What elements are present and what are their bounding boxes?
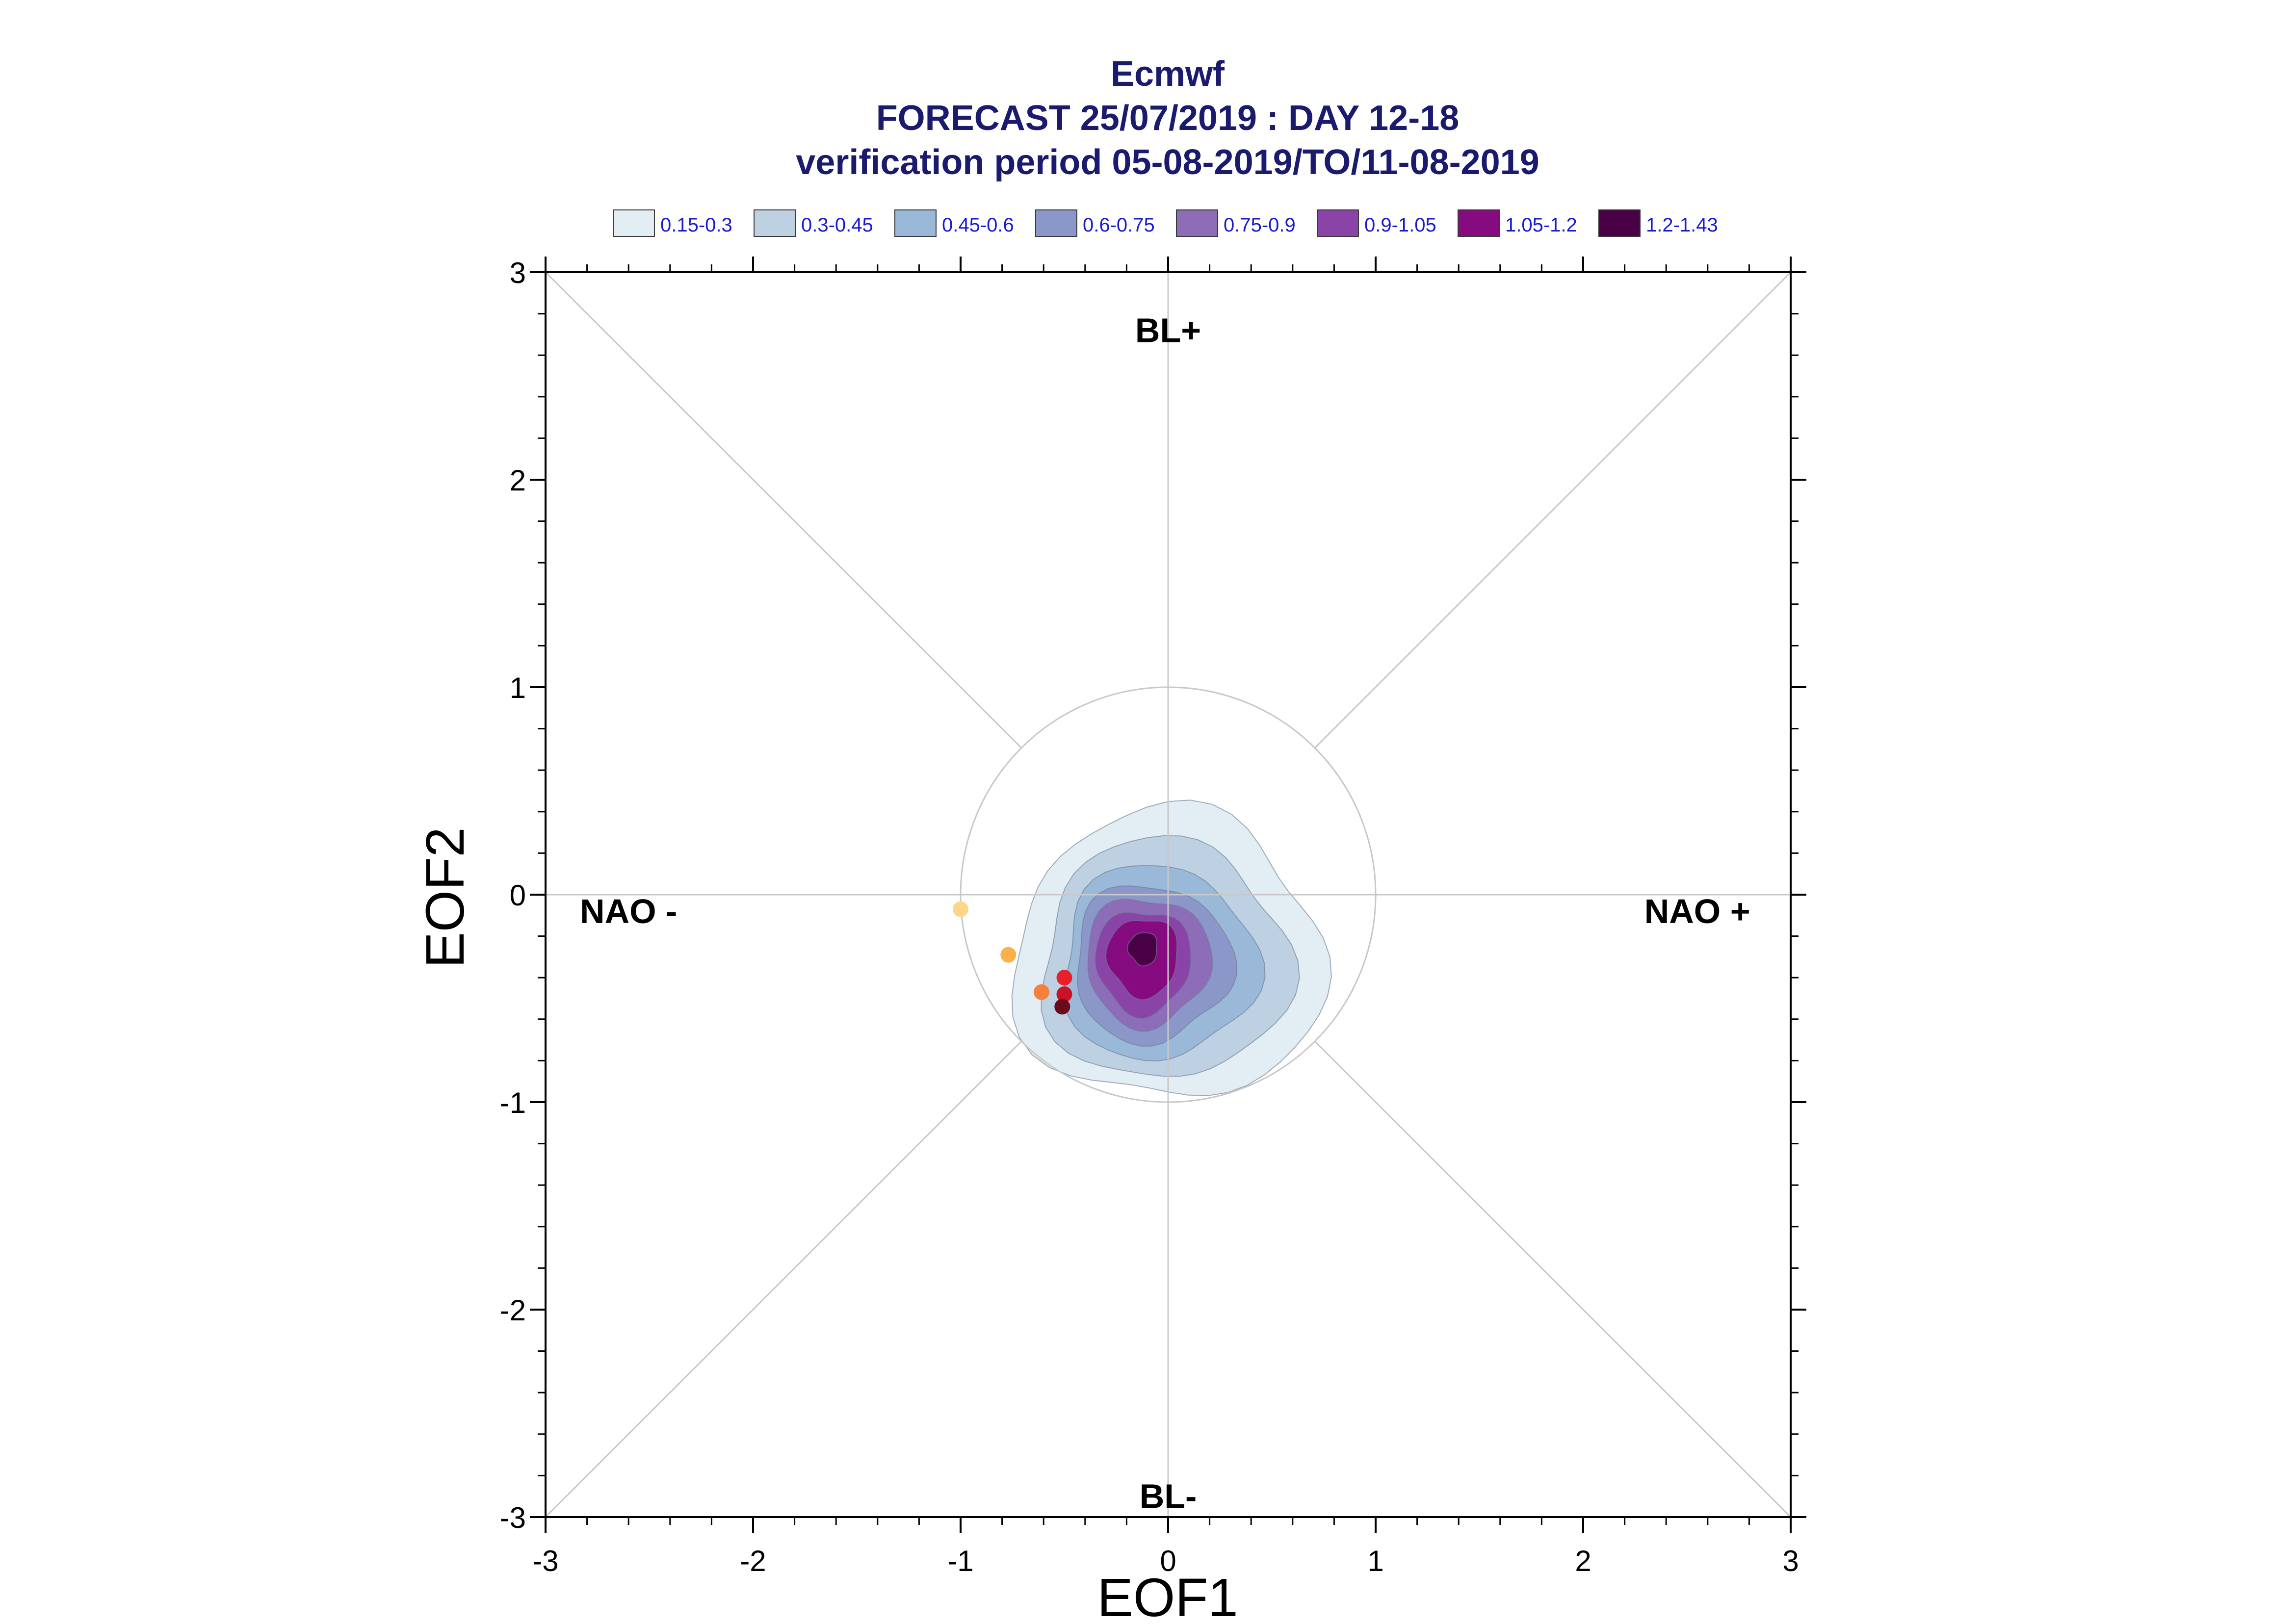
y-tick-label-6: 3 — [510, 257, 526, 289]
x-tick-label-4: 1 — [1367, 1545, 1383, 1577]
legend-label-0: 0.15-0.3 — [660, 214, 732, 236]
forecast-point-3 — [1056, 970, 1072, 986]
regime-label-2: NAO - — [580, 892, 677, 930]
legend-label-7: 1.2-1.43 — [1646, 214, 1718, 236]
legend-swatch-3 — [1035, 209, 1077, 237]
forecast-point-5 — [1054, 999, 1070, 1015]
y-tick-label-4: 1 — [510, 671, 526, 704]
legend-swatch-2 — [894, 209, 937, 237]
forecast-point-4 — [1056, 986, 1072, 1003]
forecast-point-1 — [1000, 947, 1017, 963]
reference-circle — [960, 686, 1377, 1103]
diagonal-top-left — [545, 271, 1022, 748]
x-tick-label-0: -3 — [532, 1545, 558, 1577]
x-tick-label-5: 2 — [1575, 1545, 1591, 1577]
chart-title: Ecmwf — [1111, 54, 1225, 94]
chart-subtitle-period: verification period 05-08-2019/TO/11-08-… — [796, 143, 1539, 182]
legend-label-5: 0.9-1.05 — [1364, 214, 1436, 236]
legend-swatch-5 — [1317, 209, 1359, 237]
legend-swatch-7 — [1598, 209, 1641, 237]
regime-label-1: BL- — [1140, 1477, 1197, 1516]
reference-lines — [545, 271, 1792, 1518]
x-axis-title: EOF1 — [1097, 1568, 1238, 1624]
legend: 0.15-0.3 0.3-0.45 0.45-0.6 0.6-0.75 0.75-0.9… — [613, 209, 1718, 237]
y-tick-label-3: 0 — [510, 879, 526, 912]
chart-subtitle: FORECAST 25/07/2019 : DAY 12-18 — [876, 99, 1460, 138]
diagonal-bottom-right — [1314, 1041, 1792, 1518]
legend-label-1: 0.3-0.45 — [801, 214, 873, 236]
y-tick-label-2: -1 — [500, 1086, 526, 1119]
legend-swatch-6 — [1458, 209, 1500, 237]
legend-swatch-1 — [754, 209, 796, 237]
forecast-point-0 — [953, 901, 968, 917]
axis-ticks: -3 -2 -1 0 1 2 3 -3 -2 -1 0 1 2 3 — [500, 257, 1806, 1577]
regime-label-3: NAO + — [1644, 892, 1750, 930]
forecast-points — [953, 901, 1072, 1015]
forecast-point-2 — [1033, 984, 1049, 1000]
regime-label-0: BL+ — [1135, 311, 1201, 349]
legend-swatch-4 — [1176, 209, 1218, 237]
legend-label-3: 0.6-0.75 — [1083, 214, 1155, 236]
diagonal-bottom-left — [545, 1041, 1022, 1518]
legend-label-4: 0.75-0.9 — [1224, 214, 1296, 236]
density-level-7 — [1126, 932, 1157, 967]
diagonal-top-right — [1314, 271, 1792, 748]
x-tick-label-2: -1 — [947, 1545, 973, 1577]
y-tick-label-5: 2 — [510, 464, 526, 497]
regime-labels: BL+ BL- NAO - NAO + — [580, 311, 1750, 1515]
density-contours — [1011, 799, 1332, 1096]
x-tick-label-6: 3 — [1782, 1545, 1799, 1577]
plot-area: BL+ BL- NAO - NAO + -3 -2 -1 0 1 2 3 -3 -2 -1 0 1 2 3 — [500, 257, 1806, 1577]
legend-swatch-0 — [613, 209, 655, 237]
legend-label-6: 1.05-1.2 — [1505, 214, 1577, 236]
x-tick-label-3: 0 — [1160, 1545, 1176, 1577]
y-tick-label-1: -2 — [500, 1294, 526, 1327]
x-tick-label-1: -2 — [740, 1545, 766, 1577]
y-axis-title: EOF2 — [415, 827, 475, 968]
y-tick-label-0: -3 — [500, 1501, 526, 1534]
legend-label-2: 0.45-0.6 — [942, 214, 1014, 236]
